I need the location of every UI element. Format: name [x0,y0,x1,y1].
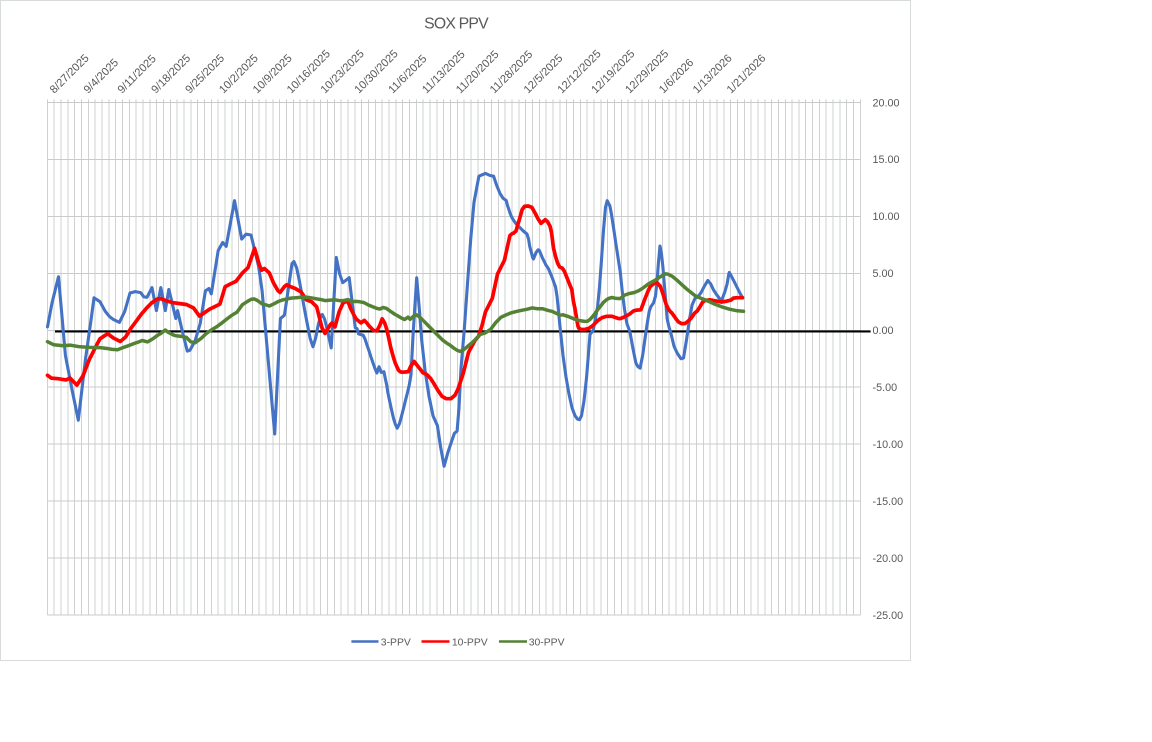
svg-text:SOX PPV: SOX PPV [424,16,489,33]
svg-text:-5.00: -5.00 [873,382,898,394]
svg-text:5.00: 5.00 [873,268,894,280]
svg-text:20.00: 20.00 [873,97,900,109]
svg-text:10-PPV: 10-PPV [452,637,488,648]
svg-text:-25.00: -25.00 [873,610,904,622]
svg-text:3-PPV: 3-PPV [381,637,411,648]
svg-text:-15.00: -15.00 [873,496,904,508]
svg-text:30-PPV: 30-PPV [529,637,565,648]
svg-text:0.00: 0.00 [873,325,894,337]
svg-text:15.00: 15.00 [873,154,900,166]
svg-text:-20.00: -20.00 [873,553,904,565]
svg-text:10.00: 10.00 [873,211,900,223]
svg-text:-10.00: -10.00 [873,439,904,451]
